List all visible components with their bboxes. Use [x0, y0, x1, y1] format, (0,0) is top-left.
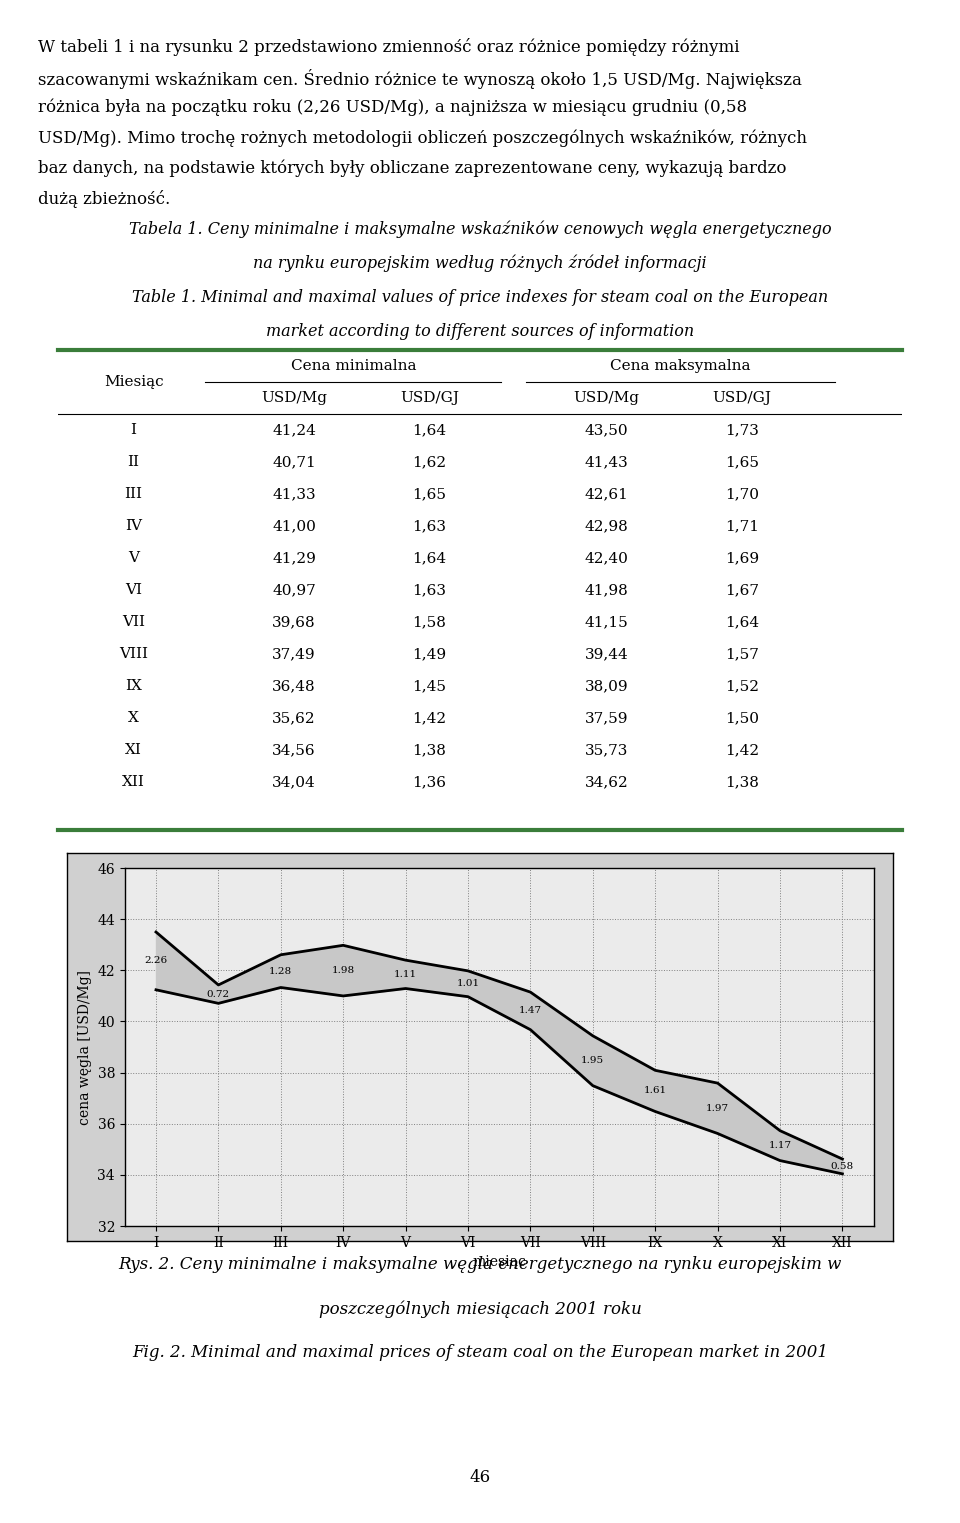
Text: USD/Mg: USD/Mg [574, 391, 639, 405]
Text: 1,63: 1,63 [412, 519, 446, 533]
Text: 1,42: 1,42 [725, 743, 759, 757]
Text: 1,36: 1,36 [412, 775, 446, 789]
Text: 1.98: 1.98 [331, 966, 355, 975]
Text: 41,24: 41,24 [273, 423, 316, 437]
Text: 1.95: 1.95 [581, 1057, 605, 1065]
Text: 34,56: 34,56 [273, 743, 316, 757]
Text: na rynku europejskim według różnych źródeł informacji: na rynku europejskim według różnych źród… [253, 254, 707, 273]
Text: 41,43: 41,43 [585, 455, 629, 469]
Text: 1,49: 1,49 [412, 647, 446, 661]
Text: 42,40: 42,40 [585, 551, 629, 565]
Text: USD/Mg: USD/Mg [261, 391, 327, 405]
Text: 1,42: 1,42 [412, 711, 446, 725]
Text: 1,67: 1,67 [725, 583, 759, 597]
Text: 1,73: 1,73 [725, 423, 758, 437]
Text: 39,44: 39,44 [585, 647, 629, 661]
Text: 1,70: 1,70 [725, 487, 759, 501]
X-axis label: miesiąc: miesiąc [472, 1255, 526, 1269]
Text: W tabeli 1 i na rysunku 2 przedstawiono zmienność oraz różnice pomiędzy różnymi: W tabeli 1 i na rysunku 2 przedstawiono … [38, 38, 740, 56]
Text: 1,65: 1,65 [725, 455, 759, 469]
Text: 41,33: 41,33 [273, 487, 316, 501]
Text: 41,98: 41,98 [585, 583, 629, 597]
Text: 39,68: 39,68 [273, 615, 316, 629]
Text: 1,62: 1,62 [412, 455, 446, 469]
Text: 1,57: 1,57 [725, 647, 758, 661]
Text: I: I [131, 423, 136, 437]
Text: 1.28: 1.28 [269, 967, 293, 976]
Text: XII: XII [122, 775, 145, 789]
Text: 2.26: 2.26 [144, 956, 168, 966]
Text: 1.11: 1.11 [394, 970, 418, 979]
Text: 37,59: 37,59 [585, 711, 629, 725]
Text: 34,04: 34,04 [273, 775, 316, 789]
Text: dużą zbieżność.: dużą zbieżność. [38, 190, 171, 209]
Text: 1,45: 1,45 [412, 679, 446, 693]
Text: 42,61: 42,61 [585, 487, 629, 501]
Text: 40,71: 40,71 [273, 455, 316, 469]
Y-axis label: cena węgla [USD/Mg]: cena węgla [USD/Mg] [78, 970, 92, 1124]
Text: Cena maksymalna: Cena maksymalna [611, 359, 751, 373]
Text: IV: IV [125, 519, 142, 533]
Text: VII: VII [122, 615, 145, 629]
Text: 1.47: 1.47 [518, 1007, 542, 1016]
Text: 35,62: 35,62 [273, 711, 316, 725]
Text: 0.72: 0.72 [206, 990, 230, 999]
Text: Tabela 1. Ceny minimalne i maksymalne wskaźników cenowych węgla energetycznego: Tabela 1. Ceny minimalne i maksymalne ws… [129, 221, 831, 238]
Text: USD/GJ: USD/GJ [712, 391, 772, 405]
Text: II: II [128, 455, 139, 469]
Text: III: III [125, 487, 143, 501]
Text: 1,69: 1,69 [725, 551, 759, 565]
Text: Cena minimalna: Cena minimalna [291, 359, 416, 373]
Text: szacowanymi wskaźnikam cen. Średnio różnice te wynoszą około 1,5 USD/Mg. Najwięk: szacowanymi wskaźnikam cen. Średnio różn… [38, 69, 803, 88]
Text: 36,48: 36,48 [273, 679, 316, 693]
Text: 1,50: 1,50 [725, 711, 759, 725]
Text: poszczególnych miesiącach 2001 roku: poszczególnych miesiącach 2001 roku [319, 1301, 641, 1317]
Text: USD/Mg). Mimo trochę rożnych metodologii obliczeń poszczególnych wskaźników, róż: USD/Mg). Mimo trochę rożnych metodologii… [38, 129, 807, 146]
Text: VI: VI [125, 583, 142, 597]
Text: różnica była na początku roku (2,26 USD/Mg), a najniższa w miesiącu grudniu (0,5: różnica była na początku roku (2,26 USD/… [38, 99, 748, 116]
Text: Table 1. Minimal and maximal values of price indexes for steam coal on the Europ: Table 1. Minimal and maximal values of p… [132, 289, 828, 306]
Text: 1,63: 1,63 [412, 583, 446, 597]
Text: 35,73: 35,73 [585, 743, 629, 757]
Text: 1.17: 1.17 [768, 1141, 792, 1150]
Text: 42,98: 42,98 [585, 519, 629, 533]
Text: 34,62: 34,62 [585, 775, 629, 789]
Text: VIII: VIII [119, 647, 148, 661]
Text: 37,49: 37,49 [273, 647, 316, 661]
Text: Miesiąc: Miesiąc [104, 375, 163, 390]
Text: 1,65: 1,65 [412, 487, 446, 501]
Text: market according to different sources of information: market according to different sources of… [266, 323, 694, 340]
Text: X: X [129, 711, 139, 725]
Text: 1.01: 1.01 [456, 979, 480, 988]
Text: 1,71: 1,71 [725, 519, 759, 533]
Text: Fig. 2. Minimal and maximal prices of steam coal on the European market in 2001: Fig. 2. Minimal and maximal prices of st… [132, 1345, 828, 1362]
Text: 1,38: 1,38 [413, 743, 446, 757]
Text: 0.58: 0.58 [830, 1162, 854, 1171]
Text: XI: XI [125, 743, 142, 757]
Text: 43,50: 43,50 [585, 423, 629, 437]
Text: 41,29: 41,29 [273, 551, 316, 565]
Text: 1,52: 1,52 [725, 679, 759, 693]
Text: 1,38: 1,38 [725, 775, 758, 789]
Text: 41,15: 41,15 [585, 615, 629, 629]
Text: baz danych, na podstawie których były obliczane zaprezentowane ceny, wykazują ba: baz danych, na podstawie których były ob… [38, 160, 787, 177]
Text: 46: 46 [469, 1468, 491, 1486]
Text: IX: IX [125, 679, 142, 693]
Text: 40,97: 40,97 [273, 583, 316, 597]
Text: 1.97: 1.97 [706, 1104, 730, 1113]
Text: 38,09: 38,09 [585, 679, 629, 693]
Text: 1,58: 1,58 [413, 615, 446, 629]
Text: 1,64: 1,64 [725, 615, 759, 629]
Text: 41,00: 41,00 [273, 519, 316, 533]
Text: 1,64: 1,64 [412, 423, 446, 437]
Text: 1.61: 1.61 [643, 1086, 667, 1095]
Text: Rys. 2. Ceny minimalne i maksymalne węgla energetycznego na rynku europejskim w: Rys. 2. Ceny minimalne i maksymalne węgl… [118, 1256, 842, 1273]
Text: 1,64: 1,64 [412, 551, 446, 565]
Text: USD/GJ: USD/GJ [399, 391, 459, 405]
Text: V: V [128, 551, 139, 565]
